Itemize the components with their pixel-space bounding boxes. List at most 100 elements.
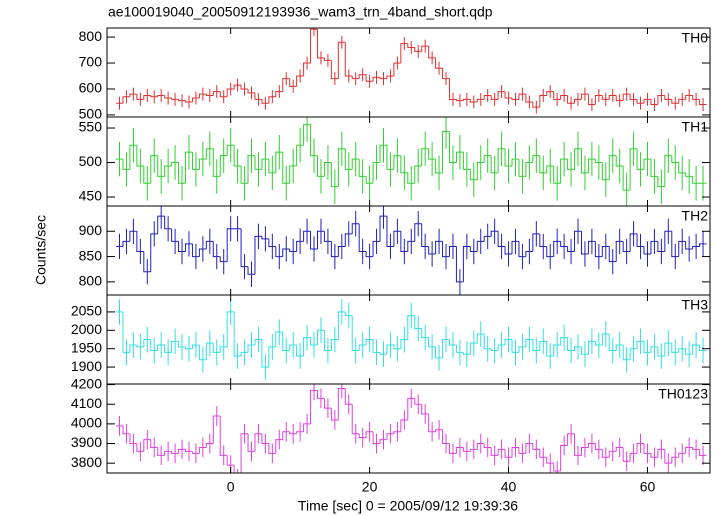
step-bin [580, 346, 589, 355]
step-bin [261, 236, 269, 240]
step-bin [511, 446, 519, 458]
chart-title: ae100019040_20050912193936_wam3_trn_4ban… [108, 4, 493, 20]
step-bin [455, 151, 464, 163]
step-bin [372, 339, 381, 353]
step-bin [567, 433, 575, 446]
step-bin [310, 231, 318, 250]
step-bin [157, 447, 165, 456]
step-bin [574, 433, 582, 456]
step-bin [275, 331, 283, 347]
step-bin [428, 46, 436, 59]
step-bin [143, 165, 151, 184]
step-bin [643, 98, 651, 104]
step-bin [504, 449, 513, 458]
step-bin [316, 29, 325, 59]
step-bin [358, 433, 367, 439]
step-bin [296, 431, 304, 434]
step-bin [240, 85, 249, 90]
step-bin [316, 390, 325, 399]
y-tick-label: 500 [79, 153, 103, 169]
step-bin [337, 388, 346, 420]
step-bin [497, 231, 506, 247]
step-bin [615, 155, 624, 167]
step-bin [171, 340, 179, 353]
y-tick-label: 850 [79, 247, 103, 263]
step-bin [615, 344, 624, 351]
step-bin [289, 248, 297, 253]
step-bin [650, 99, 658, 106]
step-bin [685, 94, 693, 100]
step-bin [608, 450, 617, 458]
step-bin [594, 443, 603, 450]
x-tick-label: 60 [640, 479, 656, 495]
step-bin [650, 159, 658, 177]
step-bin [122, 425, 130, 435]
step-bin [692, 245, 700, 249]
y-tick-label: 800 [79, 28, 103, 44]
step-bin [407, 315, 415, 340]
step-bin [178, 99, 186, 102]
step-bin [490, 95, 499, 100]
step-bin [205, 443, 214, 448]
step-bin [150, 339, 158, 352]
step-bin [511, 158, 519, 166]
step-bin [351, 158, 360, 170]
step-bin [553, 344, 561, 357]
step-bin [629, 233, 638, 252]
step-bin [275, 439, 283, 454]
step-bin [282, 431, 290, 440]
step-bin [205, 94, 214, 96]
step-bin [365, 251, 374, 258]
step-bin [171, 451, 179, 454]
step-bin [157, 215, 165, 234]
step-bin [330, 408, 339, 421]
y-tick-label: 450 [79, 188, 103, 204]
step-bin [469, 448, 478, 452]
step-bin [594, 94, 603, 105]
step-bin [191, 97, 200, 102]
step-bin [171, 162, 179, 166]
step-bin [608, 94, 617, 100]
step-bin [490, 230, 499, 237]
step-bin [622, 447, 631, 462]
step-bin [129, 230, 137, 242]
step-bin [608, 333, 617, 352]
step-bin [254, 433, 262, 452]
step-bin [462, 98, 471, 101]
step-bin [254, 155, 262, 170]
y-tick-label: 700 [79, 54, 103, 70]
step-bin [657, 176, 665, 188]
step-bin [442, 241, 450, 258]
y-tick-label: 2050 [71, 303, 102, 319]
step-bin [296, 345, 304, 357]
step-bin [539, 155, 547, 174]
step-bin [448, 78, 457, 100]
step-bin [657, 346, 665, 357]
step-bin [344, 311, 353, 317]
step-bin [643, 246, 651, 255]
step-bin [393, 155, 401, 170]
step-bin [129, 433, 137, 445]
y-tick-label: 4100 [71, 395, 102, 411]
step-bin [129, 344, 137, 353]
step-bin [198, 93, 207, 99]
step-bin [414, 223, 422, 242]
step-bin [615, 240, 624, 262]
panel-label: TH1 [682, 119, 709, 135]
step-bin [504, 339, 513, 346]
step-bin [337, 245, 346, 257]
step-bin [122, 96, 130, 104]
step-bin [421, 45, 429, 52]
step-bin [678, 348, 686, 353]
step-bin [657, 94, 665, 105]
step-bin [601, 162, 610, 181]
step-bin [136, 94, 144, 100]
step-bin [490, 447, 499, 456]
step-bin [268, 159, 276, 174]
step-bin [323, 162, 332, 177]
step-bin [164, 450, 172, 456]
step-bin [337, 41, 346, 79]
step-bin [219, 346, 228, 353]
step-bin [136, 345, 144, 348]
step-bin [414, 398, 422, 405]
